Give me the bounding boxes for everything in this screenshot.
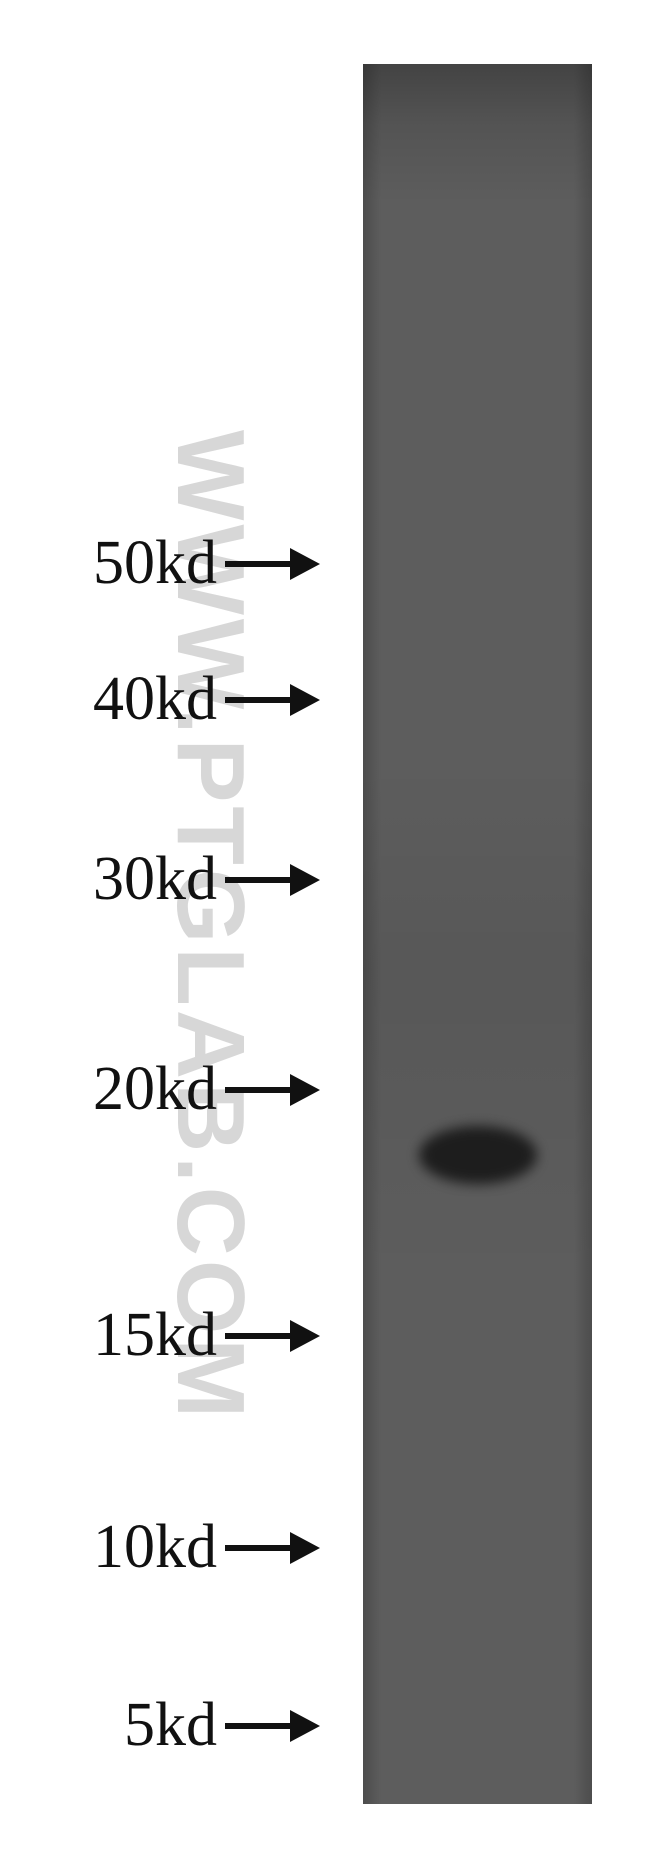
arrow-shaft <box>225 561 290 567</box>
arrow-head-icon <box>290 864 320 896</box>
arrow-head-icon <box>290 1710 320 1742</box>
arrow-head-icon <box>290 1074 320 1106</box>
arrow-head-icon <box>290 1320 320 1352</box>
mw-marker-label: 50kd <box>93 532 217 594</box>
mw-marker-label: 10kd <box>93 1516 217 1578</box>
mw-marker-label: 5kd <box>124 1694 217 1756</box>
mw-marker-label: 40kd <box>93 668 217 730</box>
arrow-shaft <box>225 1333 290 1339</box>
blot-figure: WWW.PTGLAB.COM50kd40kd30kd20kd15kd10kd5k… <box>0 0 650 1855</box>
arrow-head-icon <box>290 684 320 716</box>
mw-marker-label: 30kd <box>93 848 217 910</box>
arrow-shaft <box>225 1723 290 1729</box>
arrow-head-icon <box>290 548 320 580</box>
gel-lane-shading <box>363 64 592 1804</box>
arrow-shaft <box>225 1545 290 1551</box>
arrow-shaft <box>225 877 290 883</box>
arrow-head-icon <box>290 1532 320 1564</box>
gel-lane <box>363 64 592 1804</box>
mw-marker-label: 20kd <box>93 1058 217 1120</box>
arrow-shaft <box>225 1087 290 1093</box>
mw-marker-label: 15kd <box>93 1304 217 1366</box>
arrow-shaft <box>225 697 290 703</box>
protein-band <box>419 1126 537 1184</box>
